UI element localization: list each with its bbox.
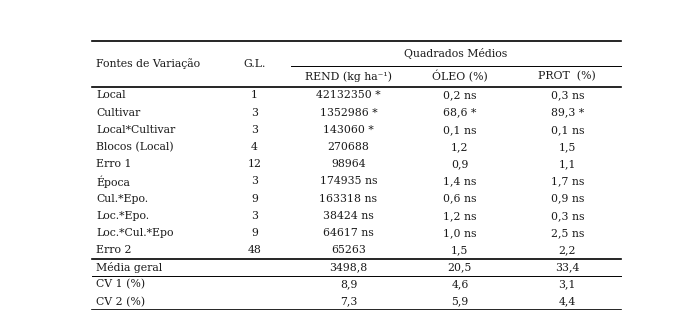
Text: 9: 9 <box>251 193 258 204</box>
Text: Erro 1: Erro 1 <box>96 159 132 169</box>
Text: 48: 48 <box>247 245 261 255</box>
Text: 1,0 ns: 1,0 ns <box>443 228 477 238</box>
Text: Quadrados Médios: Quadrados Médios <box>404 48 507 59</box>
Text: 2,5 ns: 2,5 ns <box>551 228 584 238</box>
Text: Blocos (Local): Blocos (Local) <box>96 142 174 152</box>
Text: 0,1 ns: 0,1 ns <box>550 125 584 135</box>
Text: Média geral: Média geral <box>96 262 163 273</box>
Text: 270688: 270688 <box>328 142 369 152</box>
Text: 3498,8: 3498,8 <box>329 262 367 272</box>
Text: Cul.*Epo.: Cul.*Epo. <box>96 193 148 204</box>
Text: 0,6 ns: 0,6 ns <box>443 193 477 204</box>
Text: 0,2 ns: 0,2 ns <box>443 91 477 100</box>
Text: Época: Época <box>96 175 130 188</box>
Text: REND (kg ha⁻¹): REND (kg ha⁻¹) <box>305 71 392 82</box>
Text: 9: 9 <box>251 228 258 238</box>
Text: Fontes de Variação: Fontes de Variação <box>96 58 200 69</box>
Text: 3: 3 <box>251 125 258 135</box>
Text: 1,2 ns: 1,2 ns <box>443 211 477 221</box>
Text: 64617 ns: 64617 ns <box>323 228 374 238</box>
Text: G.L.: G.L. <box>243 59 265 69</box>
Text: 42132350 *: 42132350 * <box>316 91 380 100</box>
Text: 2,2: 2,2 <box>559 245 576 255</box>
Text: Cultivar: Cultivar <box>96 108 141 117</box>
Text: 38424 ns: 38424 ns <box>323 211 374 221</box>
Text: 4: 4 <box>251 142 258 152</box>
Text: 1,1: 1,1 <box>559 159 576 169</box>
Text: 163318 ns: 163318 ns <box>319 193 378 204</box>
Text: 1,2: 1,2 <box>451 142 468 152</box>
Text: 4,4: 4,4 <box>559 297 576 307</box>
Text: 0,9 ns: 0,9 ns <box>551 193 584 204</box>
Text: 3: 3 <box>251 108 258 117</box>
Text: 143060 *: 143060 * <box>323 125 374 135</box>
Text: ÓLEO (%): ÓLEO (%) <box>432 70 488 82</box>
Text: CV 1 (%): CV 1 (%) <box>96 279 146 290</box>
Text: 68,6 *: 68,6 * <box>444 108 477 117</box>
Text: 0,3 ns: 0,3 ns <box>550 91 584 100</box>
Text: 0,3 ns: 0,3 ns <box>550 211 584 221</box>
Text: Local*Cultivar: Local*Cultivar <box>96 125 175 135</box>
Text: 7,3: 7,3 <box>340 297 357 307</box>
Text: 174935 ns: 174935 ns <box>319 176 377 186</box>
Text: Erro 2: Erro 2 <box>96 245 132 255</box>
Text: PROT  (%): PROT (%) <box>538 71 596 82</box>
Text: Loc.*Cul.*Epo: Loc.*Cul.*Epo <box>96 228 174 238</box>
Text: 65263: 65263 <box>331 245 366 255</box>
Text: 0,9: 0,9 <box>451 159 468 169</box>
Text: 3: 3 <box>251 176 258 186</box>
Text: CV 2 (%): CV 2 (%) <box>96 297 146 307</box>
Text: Loc.*Epo.: Loc.*Epo. <box>96 211 150 221</box>
Text: 0,1 ns: 0,1 ns <box>443 125 477 135</box>
Text: 33,4: 33,4 <box>555 262 579 272</box>
Text: 1352986 *: 1352986 * <box>319 108 377 117</box>
Text: 1,7 ns: 1,7 ns <box>551 176 584 186</box>
Text: 1: 1 <box>251 91 258 100</box>
Text: 1,4 ns: 1,4 ns <box>444 176 477 186</box>
Text: 20,5: 20,5 <box>448 262 472 272</box>
Text: 4,6: 4,6 <box>451 280 468 290</box>
Text: 3,1: 3,1 <box>559 280 576 290</box>
Text: 98964: 98964 <box>331 159 366 169</box>
Text: 3: 3 <box>251 211 258 221</box>
Text: 12: 12 <box>247 159 261 169</box>
Text: 1,5: 1,5 <box>559 142 576 152</box>
Text: 89,3 *: 89,3 * <box>551 108 584 117</box>
Text: 8,9: 8,9 <box>340 280 357 290</box>
Text: 1,5: 1,5 <box>451 245 468 255</box>
Text: Local: Local <box>96 91 126 100</box>
Text: 5,9: 5,9 <box>451 297 468 307</box>
